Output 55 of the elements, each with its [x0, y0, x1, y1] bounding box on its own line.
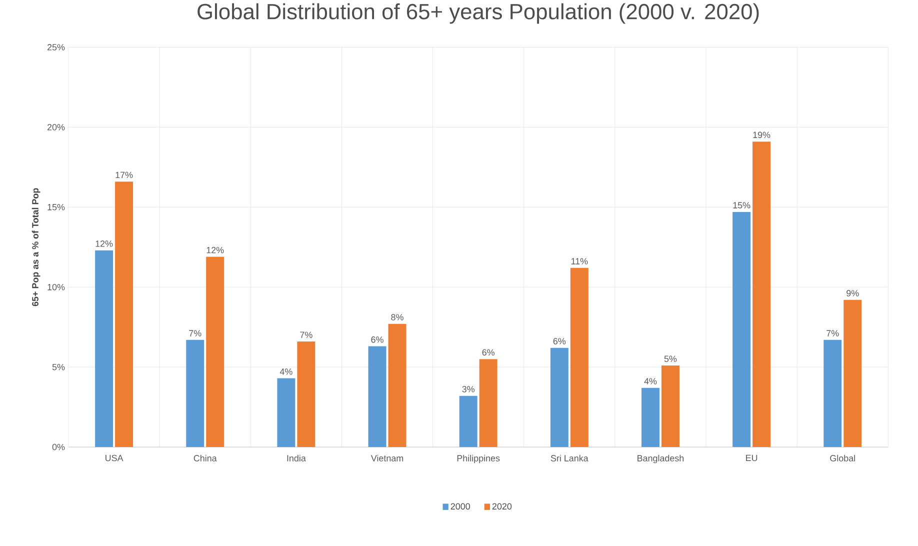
bar — [388, 324, 406, 447]
bar — [641, 388, 660, 447]
y-tick-label: 20% — [48, 124, 65, 130]
data-label: 5% — [664, 355, 677, 362]
data-label: 4% — [280, 368, 292, 375]
bar — [186, 340, 204, 447]
bar — [550, 348, 568, 447]
bar — [95, 250, 114, 447]
x-tick-label: Bangladesh — [638, 454, 684, 463]
y-tick-label: 15% — [48, 204, 65, 210]
bar — [732, 212, 751, 447]
y-tick-label: 0% — [52, 444, 65, 450]
x-tick-label: Philippines — [457, 454, 500, 463]
data-label: 4% — [644, 378, 657, 384]
bar — [752, 141, 771, 447]
data-label: 19% — [753, 132, 770, 138]
bar — [844, 300, 862, 447]
x-tick-label: China — [194, 454, 217, 462]
x-tick-label: USA — [106, 454, 124, 461]
legend-label: 2000 — [450, 503, 470, 510]
x-tick-label: Sri Lanka — [550, 454, 588, 462]
data-label: 17% — [116, 172, 133, 178]
data-label: 12% — [96, 240, 113, 247]
bar — [479, 358, 498, 447]
bar — [297, 341, 316, 447]
data-label: 7% — [300, 332, 312, 338]
data-label: 7% — [189, 330, 202, 336]
data-label: 12% — [206, 246, 224, 254]
bar — [824, 340, 842, 447]
x-tick-label: Vietnam — [370, 454, 404, 462]
bar — [661, 365, 680, 447]
data-label: 15% — [733, 202, 750, 208]
data-label: 9% — [846, 290, 859, 296]
y-tick-label: 10% — [48, 284, 65, 290]
data-label: 7% — [826, 330, 839, 336]
data-label: 11% — [571, 258, 588, 264]
data-label: 6% — [371, 336, 384, 343]
data-label: 8% — [391, 314, 404, 320]
legend-label: 2020 — [492, 503, 512, 510]
x-tick-label: Global — [830, 454, 855, 462]
data-label: 6% — [553, 338, 566, 344]
data-label: 6% — [482, 349, 494, 356]
bar — [206, 256, 224, 447]
bar — [115, 181, 134, 447]
x-tick-label: EU — [746, 454, 758, 461]
chart-title: Global Distribution of 65+ years Population (2000 v. 2020) — [198, 3, 759, 24]
bar — [570, 268, 588, 447]
bar — [277, 378, 296, 447]
data-label: 3% — [462, 386, 474, 392]
bar — [459, 396, 478, 447]
y-tick-label: 25% — [48, 44, 65, 50]
y-axis-title: 65+ Pop as a % of Total Pop — [32, 188, 40, 306]
bar — [368, 346, 386, 447]
x-tick-label: India — [287, 454, 306, 462]
y-tick-label: 5% — [52, 364, 65, 370]
